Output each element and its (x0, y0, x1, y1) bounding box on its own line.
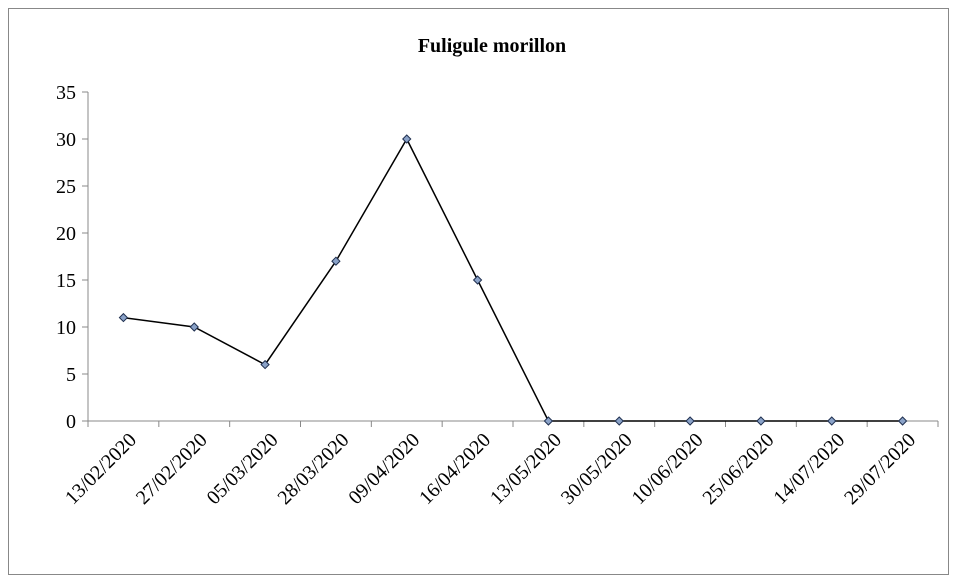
data-marker (827, 416, 837, 426)
y-tick-label: 15 (56, 270, 76, 292)
data-marker (685, 416, 695, 426)
data-marker (614, 416, 624, 426)
y-tick-label: 25 (56, 176, 76, 198)
data-marker (189, 322, 199, 332)
data-marker (897, 416, 908, 426)
y-tick-label: 30 (56, 129, 76, 151)
y-tick-label: 35 (56, 82, 76, 104)
data-marker (543, 416, 554, 426)
data-marker (472, 275, 483, 285)
y-tick-label: 20 (56, 223, 76, 245)
y-tick-label: 10 (56, 317, 76, 339)
data-marker (331, 256, 341, 266)
data-marker (756, 416, 766, 426)
y-tick-label: 0 (66, 411, 76, 433)
y-tick-label: 5 (66, 364, 76, 386)
chart-title: Fuligule morillon (418, 35, 566, 57)
data-line (123, 137, 903, 422)
chart-border (8, 8, 949, 575)
data-marker (118, 312, 129, 323)
data-marker (260, 359, 270, 370)
data-marker (402, 134, 412, 144)
